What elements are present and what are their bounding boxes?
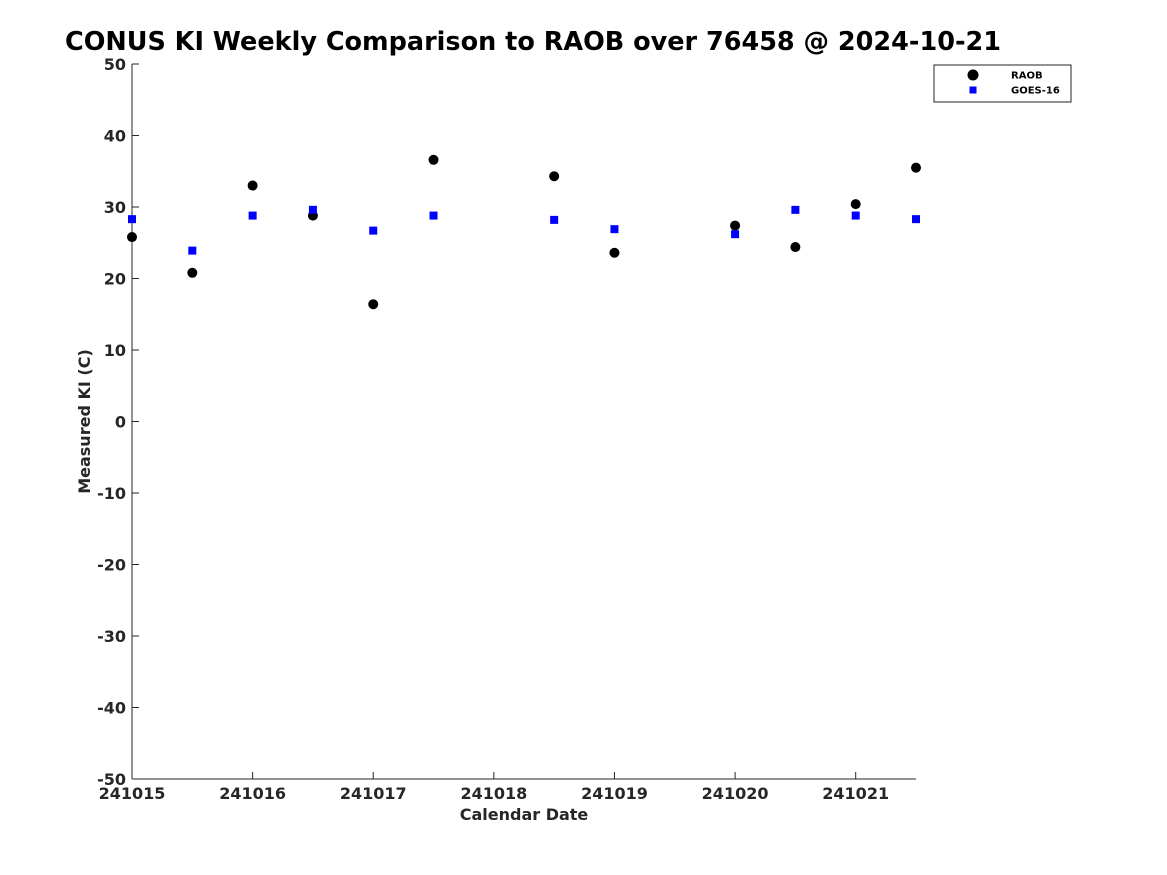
goes-16-point — [248, 211, 257, 220]
y-tick-label: -50 — [97, 770, 126, 789]
x-tick-label: 241017 — [340, 784, 407, 803]
raob-point — [247, 180, 258, 191]
x-axis-label: Calendar Date — [460, 805, 589, 824]
legend-label: RAOB — [1011, 71, 1043, 82]
goes-16-point — [369, 226, 378, 235]
y-tick-label: 30 — [104, 198, 126, 217]
y-axis-label: Measured KI (C) — [75, 349, 94, 494]
y-axis-ticks: 50 40 30 20 10 0 -10 -20 -30 -40 -50 — [97, 55, 139, 789]
y-tick-label: -10 — [97, 484, 126, 503]
y-tick-label: -40 — [97, 699, 126, 718]
goes-16-point — [188, 246, 197, 255]
x-tick-label: 241016 — [219, 784, 286, 803]
goes-16-point — [912, 215, 920, 224]
y-tick-label: 20 — [104, 270, 126, 289]
x-tick-label: 241021 — [822, 784, 889, 803]
x-tick-label: 241018 — [460, 784, 527, 803]
legend-box — [933, 64, 1072, 103]
series-goes-16 — [128, 205, 920, 255]
goes-16-point — [550, 215, 559, 224]
goes-16-point — [731, 230, 740, 239]
goes-16-point — [610, 225, 619, 234]
y-tick-label: 50 — [104, 55, 126, 74]
y-tick-label: 10 — [104, 341, 126, 360]
legend-label: GOES-16 — [1011, 86, 1060, 97]
goes-16-point — [308, 205, 317, 214]
raob-point — [428, 154, 439, 165]
y-tick-label: -20 — [97, 556, 126, 575]
raob-point — [730, 220, 741, 231]
x-tick-label: 241020 — [702, 784, 769, 803]
chart-title: CONUS KI Weekly Comparison to RAOB over … — [65, 27, 1002, 57]
goes-16-point — [429, 211, 438, 220]
x-tick-label: 241019 — [581, 784, 648, 803]
series-raob — [127, 154, 921, 310]
raob-point — [127, 232, 137, 243]
raob-point — [609, 247, 620, 258]
raob-point — [911, 162, 921, 173]
raob-point — [850, 199, 861, 210]
axes — [131, 64, 916, 780]
y-tick-label: 0 — [115, 413, 126, 432]
data-marks — [127, 154, 921, 310]
goes-16-point — [791, 205, 800, 214]
x-axis-ticks: 241015 241016 241017 241018 241019 241020 2410… — [99, 772, 889, 803]
x-tick-label: 241015 — [99, 784, 166, 803]
y-tick-label: 40 — [104, 127, 126, 146]
raob-point — [549, 171, 560, 182]
raob-point — [368, 299, 379, 310]
goes-16-point — [851, 211, 860, 220]
legend-raob-marker — [967, 69, 979, 81]
raob-point — [187, 267, 198, 278]
legend: RAOB GOES-16 — [933, 64, 1072, 103]
goes-16-point — [128, 215, 136, 224]
y-tick-label: -30 — [97, 627, 126, 646]
legend-goes-16-marker — [969, 86, 977, 94]
raob-point — [790, 242, 801, 253]
